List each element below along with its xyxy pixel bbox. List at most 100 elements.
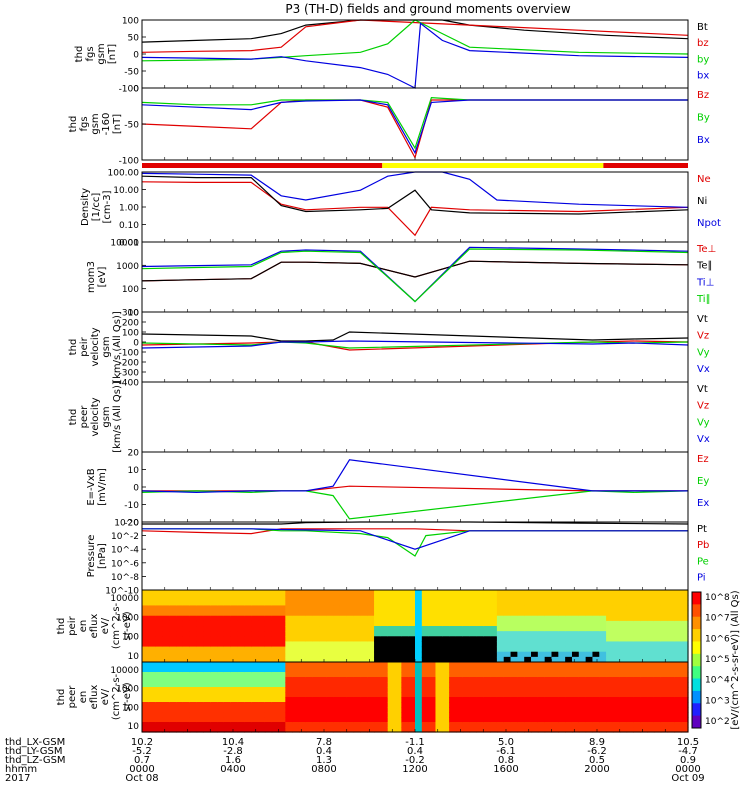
peir-eflux-cell xyxy=(421,641,430,648)
peer-eflux-cell xyxy=(251,682,259,688)
peir-eflux-cell xyxy=(524,646,532,653)
peir-eflux-cell xyxy=(264,636,273,643)
peir-eflux-cell xyxy=(285,605,293,612)
y-axis-label: [mV/m] xyxy=(97,468,108,506)
peer-eflux-cell xyxy=(182,697,191,703)
peer-eflux-cell xyxy=(176,712,184,718)
peir-eflux-cell xyxy=(653,615,662,622)
peer-eflux-cell xyxy=(449,692,457,698)
peer-eflux-cell xyxy=(640,727,648,733)
peer-eflux-cell xyxy=(142,717,150,723)
peer-eflux-cell xyxy=(415,712,423,718)
peir-eflux-cell xyxy=(442,620,450,627)
peir-eflux-cell xyxy=(537,605,546,612)
peer-eflux-cell xyxy=(292,697,300,703)
peir-eflux-cell xyxy=(578,600,587,607)
peer-eflux-cell xyxy=(155,717,164,723)
peir-eflux-cell xyxy=(599,595,607,601)
peir-eflux-cell xyxy=(292,641,300,648)
peir-eflux-cell xyxy=(496,615,505,622)
y-tick-label: 0 xyxy=(133,484,139,494)
series-line-ne xyxy=(141,181,689,237)
peir-eflux-cell xyxy=(565,656,573,663)
peer-eflux-cell xyxy=(271,702,280,708)
peir-eflux-cell xyxy=(674,615,682,622)
peir-eflux-cell xyxy=(537,595,546,601)
peir-eflux-cell xyxy=(394,646,402,653)
peer-eflux-cell xyxy=(571,727,580,733)
peer-eflux-cell xyxy=(599,707,607,713)
peer-eflux-cell xyxy=(483,687,491,693)
peer-eflux-cell xyxy=(374,727,382,733)
peer-eflux-cell xyxy=(326,697,334,703)
peer-eflux-cell xyxy=(612,667,621,673)
series-line-vt xyxy=(141,331,689,342)
peer-eflux-cell xyxy=(367,702,375,708)
peer-eflux-cell xyxy=(394,672,402,678)
peer-eflux-cell xyxy=(394,702,402,708)
peir-eflux-cell xyxy=(524,651,532,658)
peir-eflux-cell xyxy=(415,590,423,596)
peir-eflux-cell xyxy=(551,595,559,601)
peer-eflux-cell xyxy=(517,682,525,688)
peer-eflux-cell xyxy=(401,722,409,728)
peer-eflux-cell xyxy=(606,682,614,688)
peir-eflux-cell xyxy=(182,605,191,612)
peir-eflux-cell xyxy=(462,631,471,637)
y-axis-label: Pressure xyxy=(86,535,97,578)
peir-eflux-cell xyxy=(571,605,580,612)
peer-eflux-cell xyxy=(380,722,389,728)
peir-eflux-cell xyxy=(244,626,252,632)
peer-eflux-cell xyxy=(578,697,587,703)
peer-eflux-cell xyxy=(483,697,491,703)
peir-eflux-cell xyxy=(374,656,382,663)
peir-eflux-cell xyxy=(305,615,314,622)
peir-eflux-cell xyxy=(196,605,205,612)
peer-eflux-cell xyxy=(182,677,191,683)
peir-eflux-cell xyxy=(544,600,553,607)
peer-eflux-cell xyxy=(660,672,669,678)
peir-eflux-cell xyxy=(483,620,491,627)
peer-eflux-cell xyxy=(490,727,498,733)
peir-eflux-cell xyxy=(203,651,211,658)
peir-eflux-cell xyxy=(394,636,402,643)
peer-eflux-cell xyxy=(606,697,614,703)
peir-eflux-cell xyxy=(585,615,594,622)
peer-eflux-cell xyxy=(606,692,614,698)
y-tick-label: 1000 xyxy=(116,685,139,695)
peir-eflux-cell xyxy=(585,656,594,663)
peer-eflux-cell xyxy=(223,672,232,678)
peir-eflux-cell xyxy=(176,631,184,637)
peir-eflux-cell xyxy=(305,646,314,653)
peir-eflux-cell xyxy=(626,626,634,632)
peer-eflux-cell xyxy=(305,682,314,688)
peir-eflux-cell xyxy=(592,636,600,643)
y-axis-label: thd xyxy=(68,116,79,133)
peer-eflux-cell xyxy=(333,692,341,698)
peer-eflux-cell xyxy=(660,727,669,733)
peir-eflux-cell xyxy=(619,615,628,622)
peir-eflux-cell xyxy=(230,620,239,627)
peir-eflux-cell xyxy=(578,656,587,663)
y-axis-label: eflux xyxy=(89,614,100,639)
peer-eflux-cell xyxy=(394,722,402,728)
peir-eflux-cell xyxy=(326,620,334,627)
peer-eflux-cell xyxy=(435,672,443,678)
peir-eflux-cell xyxy=(585,646,594,653)
peir-eflux-cell xyxy=(585,600,594,607)
peer-eflux-cell xyxy=(176,677,184,683)
peir-eflux-cell xyxy=(531,651,539,658)
peer-eflux-cell xyxy=(674,697,682,703)
peir-eflux-cell xyxy=(353,626,361,632)
peer-eflux-cell xyxy=(415,677,423,683)
colorbar-swatch xyxy=(692,653,701,667)
peir-eflux-cell xyxy=(571,595,580,601)
peer-eflux-cell xyxy=(142,697,150,703)
peer-eflux-cell xyxy=(455,712,464,718)
colorbar-tick-label: 10^3 xyxy=(705,696,730,706)
peir-eflux-cell xyxy=(558,636,566,643)
peer-eflux-cell xyxy=(571,707,580,713)
peer-eflux-cell xyxy=(408,697,416,703)
peir-eflux-cell xyxy=(428,641,437,648)
y-tick-label: 0 xyxy=(133,51,139,61)
